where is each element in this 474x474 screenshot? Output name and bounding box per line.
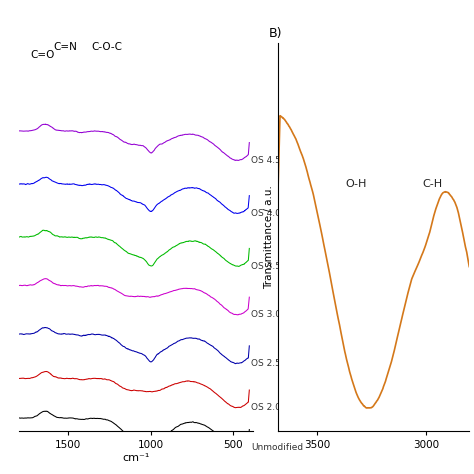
Text: OS 4.0%: OS 4.0% (251, 209, 290, 218)
Text: C-O-C: C-O-C (91, 42, 122, 53)
Text: C=N: C=N (54, 42, 77, 53)
Y-axis label: Transmittance / a.u.: Transmittance / a.u. (264, 185, 274, 289)
Text: C-H: C-H (422, 179, 442, 189)
Text: OS 2.0%: OS 2.0% (251, 403, 290, 412)
Text: OS 2.5%: OS 2.5% (251, 359, 290, 368)
Text: OS 4.5%: OS 4.5% (251, 155, 290, 164)
Text: Unmodified: Unmodified (251, 443, 303, 452)
Text: C=O: C=O (30, 50, 55, 60)
X-axis label: cm⁻¹: cm⁻¹ (122, 453, 149, 463)
Text: OS 3.5%: OS 3.5% (251, 262, 290, 271)
Text: B): B) (269, 27, 282, 40)
Text: O-H: O-H (346, 179, 367, 189)
Text: OS 3.0%: OS 3.0% (251, 310, 290, 319)
